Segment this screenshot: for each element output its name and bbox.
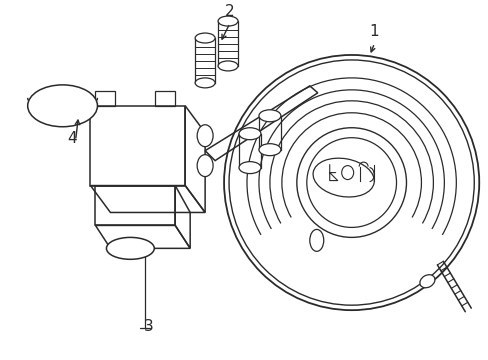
Ellipse shape bbox=[218, 61, 238, 71]
Ellipse shape bbox=[259, 144, 280, 156]
Text: 2: 2 bbox=[225, 4, 234, 19]
Ellipse shape bbox=[195, 33, 215, 43]
Ellipse shape bbox=[239, 162, 261, 174]
Text: 3: 3 bbox=[143, 319, 153, 334]
Ellipse shape bbox=[106, 237, 154, 259]
Ellipse shape bbox=[309, 229, 323, 251]
Ellipse shape bbox=[197, 155, 213, 177]
Ellipse shape bbox=[197, 125, 213, 147]
Text: 4: 4 bbox=[68, 131, 77, 146]
Ellipse shape bbox=[239, 128, 261, 140]
Ellipse shape bbox=[195, 78, 215, 88]
Ellipse shape bbox=[259, 110, 280, 122]
Ellipse shape bbox=[28, 85, 97, 127]
Ellipse shape bbox=[218, 16, 238, 26]
Text: 1: 1 bbox=[369, 24, 379, 39]
Ellipse shape bbox=[419, 275, 434, 288]
